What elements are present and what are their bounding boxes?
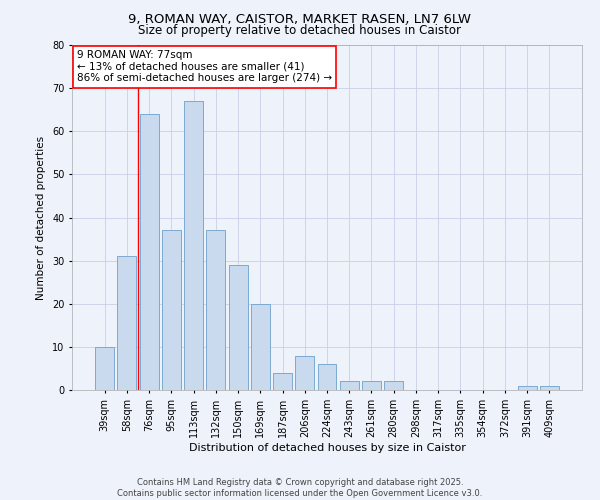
Bar [295, 356, 314, 390]
Bar [518, 386, 536, 390]
Bar [273, 373, 292, 390]
Bar [206, 230, 225, 390]
Text: Size of property relative to detached houses in Caistor: Size of property relative to detached ho… [139, 24, 461, 37]
Bar [118, 256, 136, 390]
Bar [95, 347, 114, 390]
Bar [184, 101, 203, 390]
Text: 9, ROMAN WAY, CAISTOR, MARKET RASEN, LN7 6LW: 9, ROMAN WAY, CAISTOR, MARKET RASEN, LN7… [128, 12, 472, 26]
Text: Contains HM Land Registry data © Crown copyright and database right 2025.
Contai: Contains HM Land Registry data © Crown c… [118, 478, 482, 498]
X-axis label: Distribution of detached houses by size in Caistor: Distribution of detached houses by size … [188, 442, 466, 452]
Text: 9 ROMAN WAY: 77sqm
← 13% of detached houses are smaller (41)
86% of semi-detache: 9 ROMAN WAY: 77sqm ← 13% of detached hou… [77, 50, 332, 84]
Bar [317, 364, 337, 390]
Bar [229, 265, 248, 390]
Bar [162, 230, 181, 390]
Bar [251, 304, 270, 390]
Y-axis label: Number of detached properties: Number of detached properties [37, 136, 46, 300]
Bar [384, 382, 403, 390]
Bar [340, 382, 359, 390]
Bar [540, 386, 559, 390]
Bar [140, 114, 158, 390]
Bar [362, 382, 381, 390]
